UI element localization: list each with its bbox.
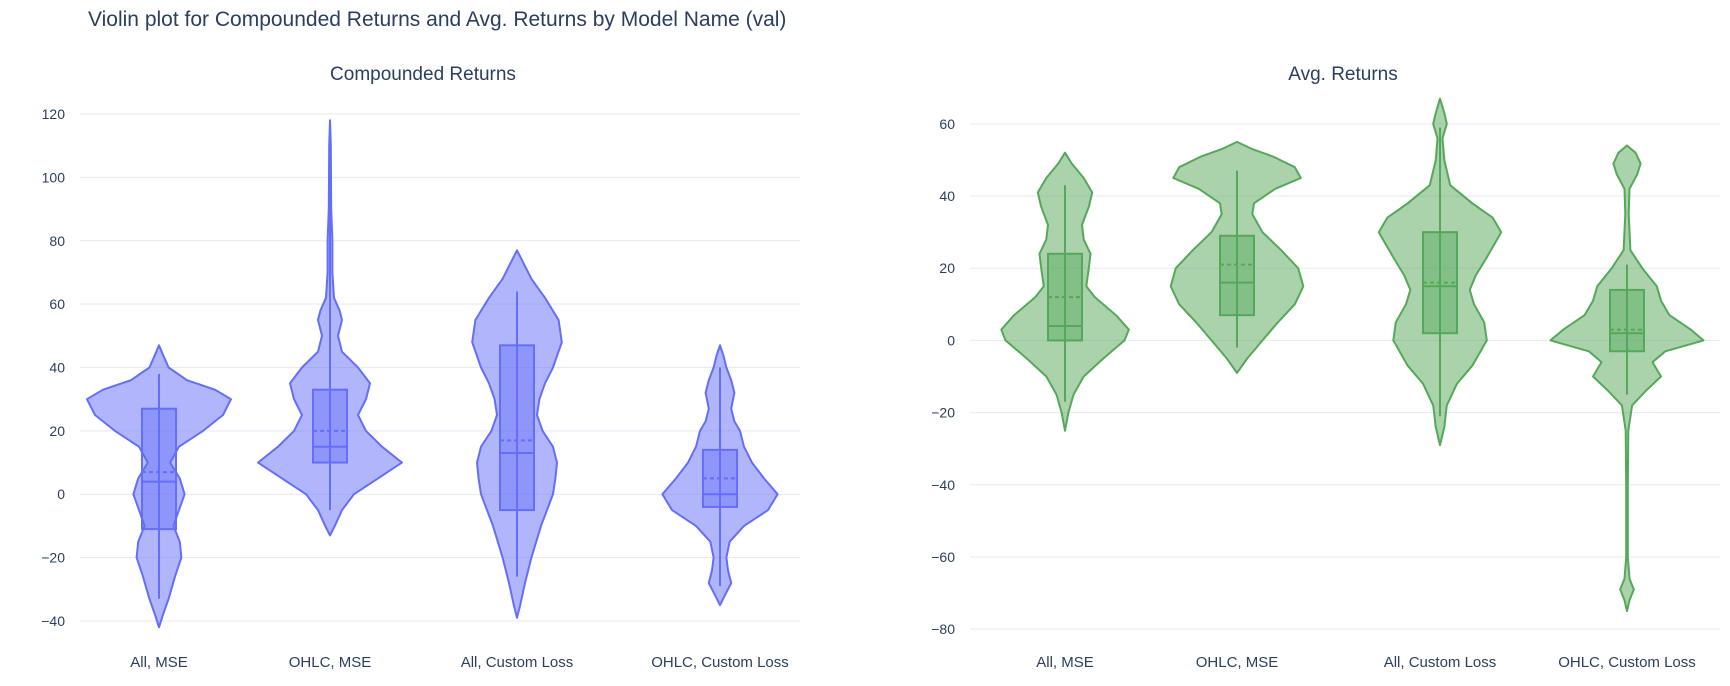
y-tick-label: 40 — [939, 188, 955, 204]
y-tick-label: 60 — [49, 296, 65, 312]
y-tick-label: 100 — [42, 169, 66, 185]
y-tick-label: 40 — [49, 360, 65, 376]
x-tick-label: All, Custom Loss — [461, 654, 574, 671]
x-tick-label: OHLC, Custom Loss — [1558, 654, 1696, 671]
y-tick-label: 0 — [947, 332, 955, 348]
x-tick-label: All, MSE — [1036, 654, 1094, 671]
violin-panel-avg: −80 −60 −40 −20 0 20 40 60 All, MSE OHLC, MSE All,… — [931, 97, 1720, 671]
subplot-title-compounded: Compounded Returns — [330, 64, 516, 85]
iqr-box — [141, 407, 177, 531]
violin-panel-compounded: −40 −20 0 20 40 60 80 100 120 All, MSE OHLC, MSE Al… — [41, 106, 800, 671]
y-tick-label: −20 — [41, 550, 65, 566]
x-tick-label: OHLC, Custom Loss — [651, 654, 789, 671]
y-tick-label: −40 — [41, 613, 65, 629]
y-tick-label: 60 — [939, 116, 955, 132]
iqr-box — [1219, 234, 1255, 317]
y-tick-label: 0 — [57, 486, 65, 502]
y-tick-label: −40 — [931, 477, 955, 493]
x-tick-label: All, MSE — [130, 654, 188, 671]
x-tick-label: OHLC, MSE — [289, 654, 372, 671]
iqr-box — [499, 344, 535, 512]
y-tick-label: 80 — [49, 233, 65, 249]
iqr-box — [1609, 288, 1645, 353]
y-tick-label: 120 — [42, 106, 66, 122]
y-tick-label: 20 — [49, 423, 65, 439]
y-tick-label: −60 — [931, 549, 955, 565]
figure-title: Violin plot for Compounded Returns and A… — [88, 8, 786, 31]
x-tick-label: All, Custom Loss — [1384, 654, 1497, 671]
y-tick-label: −20 — [931, 405, 955, 421]
y-tick-label: −80 — [931, 621, 955, 637]
subplot-title-avg: Avg. Returns — [1288, 64, 1397, 85]
y-tick-label: 20 — [939, 260, 955, 276]
x-tick-label: OHLC, MSE — [1196, 654, 1279, 671]
iqr-box — [312, 388, 348, 464]
